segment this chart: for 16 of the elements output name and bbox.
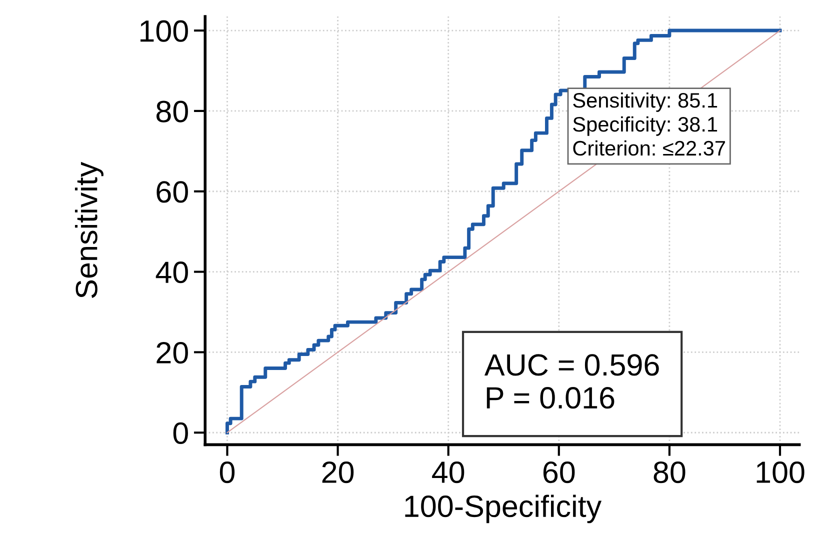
y-tick-label: 40 — [156, 262, 188, 284]
x-tick-label: 40 — [432, 461, 464, 484]
y-tick-label: 0 — [173, 422, 188, 444]
x-tick-label: 20 — [322, 461, 354, 484]
y-tick-label: 100 — [140, 20, 188, 42]
x-axis-title: 100-Specificity — [405, 494, 602, 524]
annotation: Sensitivity: 85.1 Specificity: 38.1 Criterion: ≤22.37 — [573, 92, 725, 156]
x-tick-label: 80 — [654, 461, 686, 484]
y-tick-label: 80 — [156, 100, 188, 122]
y-tick-label: 20 — [156, 342, 188, 364]
annotation: AUC = 0.596 P = 0.016 — [484, 354, 659, 409]
x-tick-label: 60 — [543, 461, 575, 484]
y-tick-label: 60 — [156, 181, 188, 203]
x-tick-label: 100 — [756, 461, 804, 484]
x-tick-label: 0 — [220, 461, 235, 484]
y-axis-title: Sensitivity — [74, 162, 104, 298]
